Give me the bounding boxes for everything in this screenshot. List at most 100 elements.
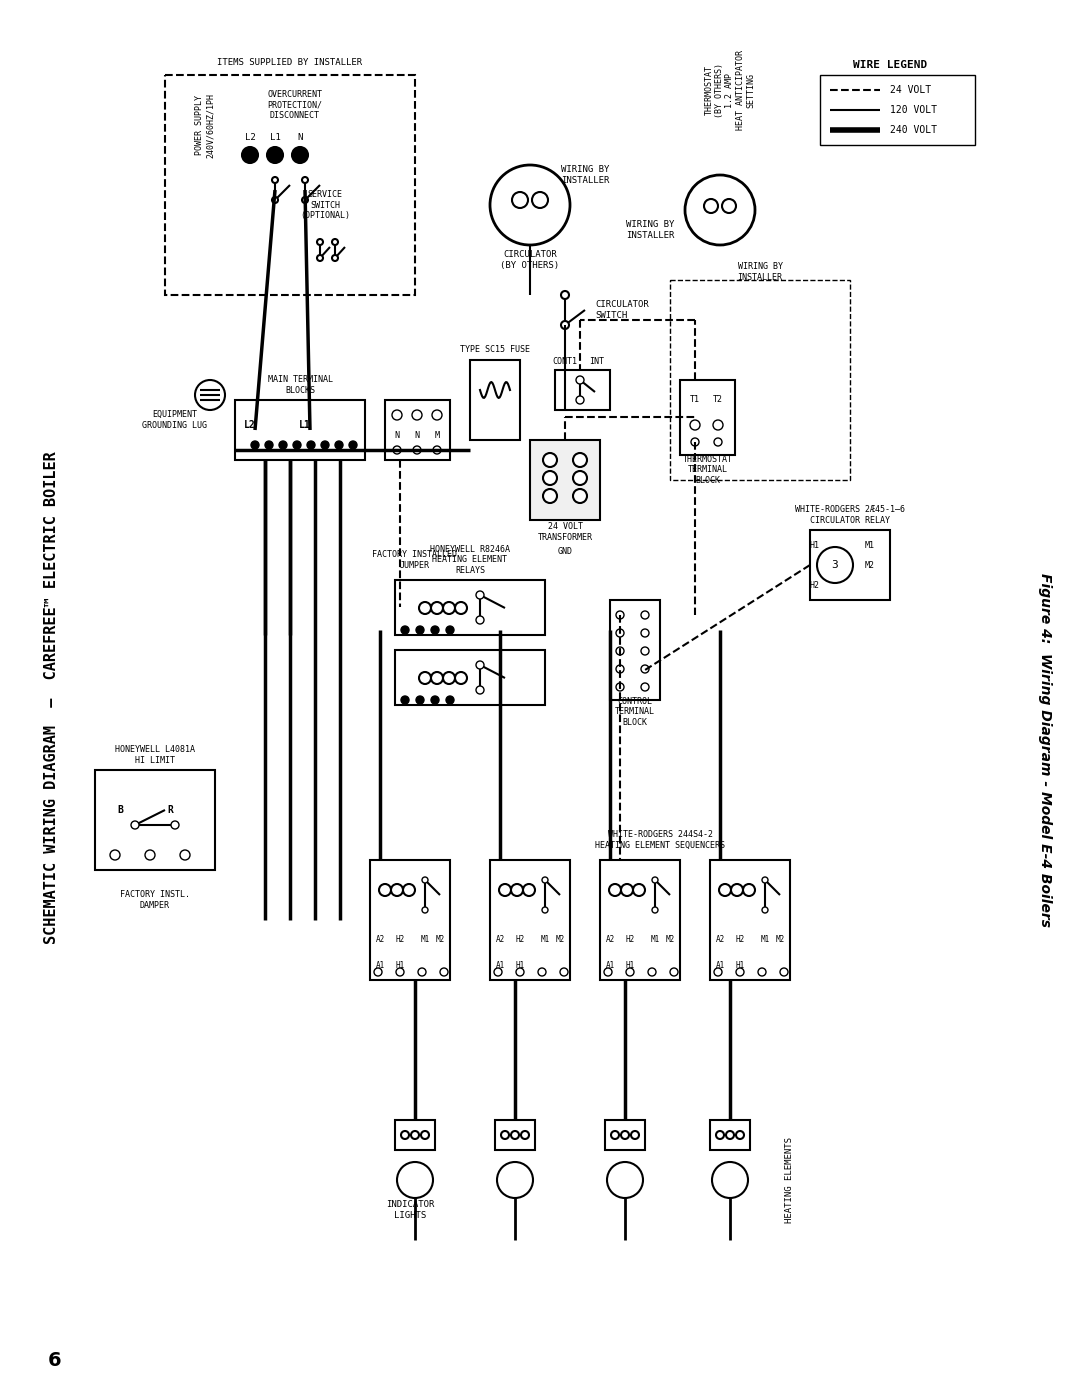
Circle shape [443,602,455,615]
Circle shape [431,626,438,634]
Text: M2: M2 [865,560,875,570]
Circle shape [418,968,426,977]
Circle shape [713,420,723,430]
Text: A1: A1 [376,961,384,970]
Text: H1: H1 [515,961,525,970]
Circle shape [616,610,624,619]
Circle shape [616,629,624,637]
Circle shape [267,147,283,163]
Circle shape [573,489,588,503]
Circle shape [731,884,743,895]
Circle shape [335,441,343,448]
Circle shape [714,968,723,977]
Text: H1: H1 [735,961,744,970]
Circle shape [272,177,278,183]
Circle shape [726,1132,734,1139]
Circle shape [476,591,484,599]
Circle shape [616,647,624,655]
Text: H1: H1 [625,961,635,970]
Text: T2: T2 [713,395,723,405]
Circle shape [332,239,338,244]
Text: M2: M2 [665,936,675,944]
Circle shape [626,968,634,977]
Circle shape [758,968,766,977]
Circle shape [413,446,421,454]
Circle shape [421,1132,429,1139]
Circle shape [180,849,190,861]
Text: 120 VOLT: 120 VOLT [890,105,937,115]
Text: WHITE-RODGERS 2Æ45-1–6
CIRCULATOR RELAY: WHITE-RODGERS 2Æ45-1–6 CIRCULATOR RELAY [795,506,905,525]
Bar [530,440,600,520]
Circle shape [431,696,438,704]
Text: INDICATOR
LIGHTS: INDICATOR LIGHTS [386,1200,434,1220]
Circle shape [716,1132,724,1139]
Bar [395,580,545,636]
Text: T1: T1 [690,395,700,405]
Circle shape [272,197,278,203]
Circle shape [743,884,755,895]
Circle shape [433,446,441,454]
Bar [680,380,735,455]
Text: WIRING BY
INSTALLER: WIRING BY INSTALLER [625,221,674,240]
Bar [710,1120,750,1150]
Text: M2: M2 [775,936,785,944]
Circle shape [318,256,323,261]
Text: A2: A2 [606,936,615,944]
Circle shape [561,321,569,330]
Circle shape [476,661,484,669]
Circle shape [616,683,624,692]
Circle shape [403,884,415,895]
Text: M: M [434,430,440,440]
Circle shape [411,409,422,420]
Circle shape [511,1132,519,1139]
Circle shape [573,453,588,467]
Text: POWER SUPPLY
240V/60HZ/1PH: POWER SUPPLY 240V/60HZ/1PH [195,92,215,158]
Text: FACTORY INSTALLED
JUMPER: FACTORY INSTALLED JUMPER [373,550,458,570]
Circle shape [455,672,467,685]
Text: M1: M1 [420,936,430,944]
Text: 24 VOLT
TRANSFORMER: 24 VOLT TRANSFORMER [538,522,593,542]
Circle shape [446,696,454,704]
Text: WIRING BY
INSTALLER: WIRING BY INSTALLER [738,263,783,282]
Text: M1: M1 [865,541,875,549]
Circle shape [171,821,179,828]
Text: L2: L2 [245,133,255,141]
Circle shape [714,439,723,446]
Circle shape [561,968,568,977]
Circle shape [652,907,658,914]
Text: M1: M1 [540,936,550,944]
Circle shape [494,968,502,977]
Circle shape [476,686,484,694]
Text: FACTORY INSTL.
DAMPER: FACTORY INSTL. DAMPER [120,890,190,909]
Bar [490,861,570,981]
Circle shape [616,665,624,673]
Circle shape [110,849,120,861]
Circle shape [735,1132,744,1139]
Circle shape [542,877,548,883]
Text: HONEYWELL L4081A
HI LIMIT: HONEYWELL L4081A HI LIMIT [114,746,195,764]
Circle shape [611,1132,619,1139]
Circle shape [401,1132,409,1139]
Text: A2: A2 [496,936,504,944]
Circle shape [455,602,467,615]
Circle shape [642,683,649,692]
Text: 6: 6 [49,1351,62,1369]
Text: SCHEMATIC WIRING DIAGRAM  –  CAREFREE™ ELECTRIC BOILER: SCHEMATIC WIRING DIAGRAM – CAREFREE™ ELE… [44,451,59,944]
Circle shape [476,616,484,624]
Bar [610,599,660,700]
Circle shape [416,696,424,704]
Circle shape [642,610,649,619]
Circle shape [576,395,584,404]
Circle shape [543,453,557,467]
Text: H1: H1 [810,541,820,549]
Text: HONEYWELL R8246A
HEATING ELEMENT
RELAYS: HONEYWELL R8246A HEATING ELEMENT RELAYS [430,545,510,576]
Circle shape [542,907,548,914]
Circle shape [532,191,548,208]
Text: THERMOSTAT
TERMINAL
BLOCK: THERMOSTAT TERMINAL BLOCK [683,455,732,485]
Circle shape [293,441,301,448]
Text: H2: H2 [625,936,635,944]
Circle shape [446,626,454,634]
Circle shape [145,849,156,861]
Bar [820,75,975,145]
Text: H2: H2 [515,936,525,944]
